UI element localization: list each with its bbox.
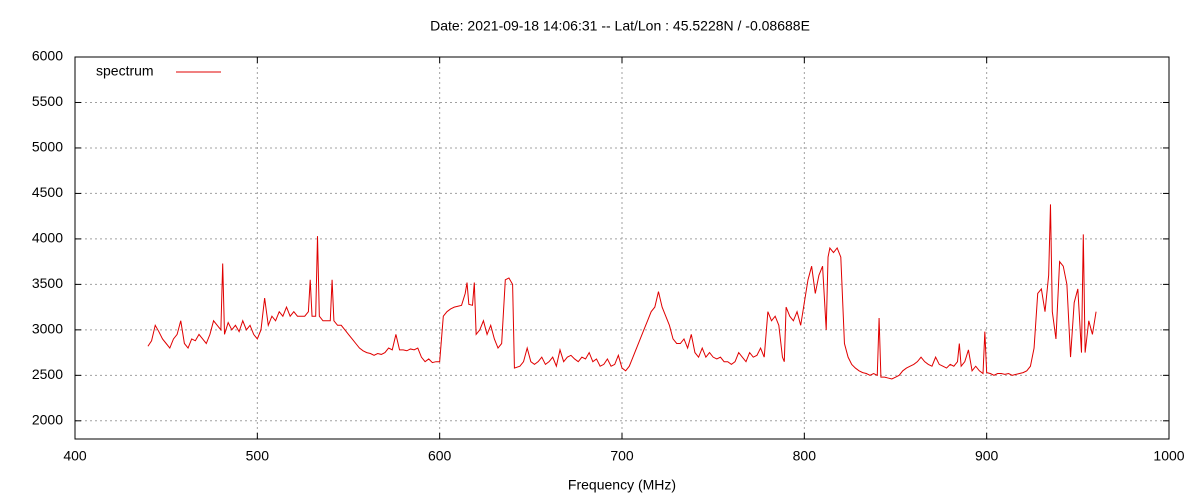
x-tick-label: 500 bbox=[246, 448, 270, 464]
x-tick-label: 800 bbox=[793, 448, 817, 464]
y-tick-label: 3000 bbox=[32, 321, 63, 337]
x-tick-label: 700 bbox=[610, 448, 634, 464]
y-tick-label: 4500 bbox=[32, 184, 63, 200]
x-tick-label: 600 bbox=[428, 448, 452, 464]
legend-label: spectrum bbox=[96, 63, 154, 79]
chart-title: Date: 2021-09-18 14:06:31 -- Lat/Lon : 4… bbox=[430, 18, 810, 34]
y-tick-label: 6000 bbox=[32, 48, 63, 64]
plot-border bbox=[74, 56, 1170, 440]
y-tick-label: 2000 bbox=[32, 412, 63, 428]
x-tick-label: 1000 bbox=[1153, 448, 1184, 464]
spectrum-line bbox=[147, 204, 1097, 380]
x-tick-label: 400 bbox=[63, 448, 87, 464]
y-tick-label: 4000 bbox=[32, 230, 63, 246]
y-tick-label: 5500 bbox=[32, 93, 63, 109]
x-tick-label: 900 bbox=[975, 448, 999, 464]
x-axis-label: Frequency (MHz) bbox=[568, 477, 676, 493]
y-tick-label: 3500 bbox=[32, 275, 63, 291]
y-tick-label: 2500 bbox=[32, 366, 63, 382]
y-tick-label: 5000 bbox=[32, 139, 63, 155]
